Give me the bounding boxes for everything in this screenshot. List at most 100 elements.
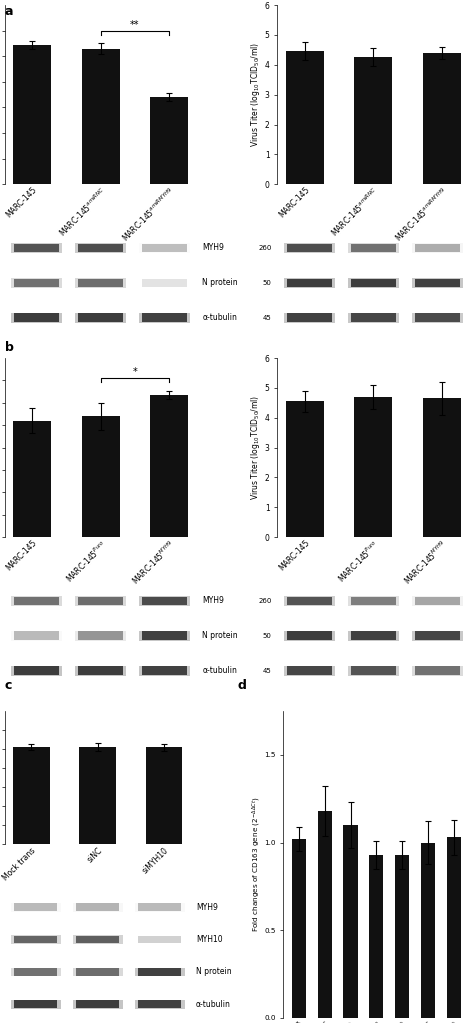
Bar <box>287 666 332 675</box>
Bar <box>351 631 396 639</box>
Text: N protein: N protein <box>202 278 238 287</box>
Bar <box>135 903 184 911</box>
Bar <box>347 631 399 640</box>
Bar <box>13 45 51 184</box>
Bar <box>411 666 463 675</box>
Bar <box>14 313 59 322</box>
Bar <box>139 278 191 287</box>
Bar <box>283 666 335 675</box>
Text: 45: 45 <box>263 315 272 320</box>
Bar <box>138 903 181 910</box>
Bar <box>415 278 460 286</box>
Bar <box>283 313 335 322</box>
Bar <box>355 397 392 537</box>
Bar <box>75 666 127 675</box>
Bar <box>351 666 396 675</box>
Y-axis label: Fold changes of CD163 gene (2$^{-ΔΔCt}$): Fold changes of CD163 gene (2$^{-ΔΔCt}$) <box>249 797 262 932</box>
Bar <box>415 243 460 252</box>
Text: α-tubulin: α-tubulin <box>196 999 231 1009</box>
Bar <box>14 666 59 675</box>
Bar <box>14 596 59 605</box>
Bar <box>318 811 332 1018</box>
Text: d: d <box>237 679 246 693</box>
Bar <box>423 398 461 537</box>
Text: MYH9: MYH9 <box>202 243 224 253</box>
Bar <box>415 666 460 675</box>
Bar <box>142 666 187 675</box>
Bar <box>11 313 63 322</box>
Bar <box>283 596 335 606</box>
Bar <box>75 278 127 287</box>
Bar <box>139 313 191 322</box>
Bar <box>139 596 191 606</box>
Text: 260: 260 <box>258 244 272 251</box>
Bar <box>75 313 127 322</box>
Bar <box>135 968 184 976</box>
Bar <box>142 278 187 286</box>
Text: 50: 50 <box>263 632 272 638</box>
Bar <box>351 243 396 252</box>
Bar <box>14 278 59 286</box>
Bar <box>73 935 123 944</box>
Bar <box>76 936 119 943</box>
Bar <box>76 1000 119 1008</box>
Bar <box>138 936 181 943</box>
Bar <box>283 243 335 253</box>
Bar <box>347 313 399 322</box>
Text: α-tubulin: α-tubulin <box>202 313 237 322</box>
Bar <box>411 631 463 640</box>
Bar <box>355 57 392 184</box>
Bar <box>287 596 332 605</box>
Bar <box>142 243 187 252</box>
Bar <box>14 631 59 639</box>
Bar <box>139 666 191 675</box>
Bar <box>139 631 191 640</box>
Bar <box>142 596 187 605</box>
Bar <box>423 53 461 184</box>
Bar <box>286 51 324 184</box>
Bar <box>11 631 63 640</box>
Text: N protein: N protein <box>202 631 238 640</box>
Bar <box>351 313 396 322</box>
Bar <box>82 416 119 537</box>
Text: c: c <box>5 679 12 693</box>
Bar <box>415 631 460 639</box>
Bar <box>347 596 399 606</box>
Y-axis label: Virus Titer (log$_{10}$TCID$_{50}$/ml): Virus Titer (log$_{10}$TCID$_{50}$/ml) <box>249 42 262 147</box>
Bar <box>75 631 127 640</box>
Bar <box>142 631 187 639</box>
Bar <box>135 935 184 944</box>
Bar <box>11 243 63 253</box>
Text: b: b <box>5 341 14 354</box>
Bar <box>351 278 396 286</box>
Bar <box>287 278 332 286</box>
Text: 260: 260 <box>258 597 272 604</box>
Bar <box>11 968 61 976</box>
Y-axis label: Virus Titer (log$_{10}$TCID$_{50}$/ml): Virus Titer (log$_{10}$TCID$_{50}$/ml) <box>249 395 262 500</box>
Bar <box>344 825 358 1018</box>
Bar <box>78 243 123 252</box>
Bar <box>78 631 123 639</box>
Text: 45: 45 <box>263 668 272 673</box>
Bar <box>14 968 57 976</box>
Text: α-tubulin: α-tubulin <box>202 666 237 675</box>
Bar <box>73 999 123 1009</box>
Bar <box>138 1000 181 1008</box>
Bar <box>395 855 409 1018</box>
Bar <box>73 903 123 911</box>
Bar <box>411 313 463 322</box>
Bar <box>351 596 396 605</box>
Bar <box>421 843 435 1018</box>
Bar <box>76 968 119 976</box>
Bar <box>14 1000 57 1008</box>
Bar <box>286 401 324 537</box>
Text: **: ** <box>130 20 140 30</box>
Bar <box>78 313 123 322</box>
Text: N protein: N protein <box>196 968 232 976</box>
Text: 50: 50 <box>263 279 272 285</box>
Bar <box>73 968 123 976</box>
Bar <box>283 631 335 640</box>
Bar <box>135 999 184 1009</box>
Bar <box>411 243 463 253</box>
Text: MYH9: MYH9 <box>196 902 218 911</box>
